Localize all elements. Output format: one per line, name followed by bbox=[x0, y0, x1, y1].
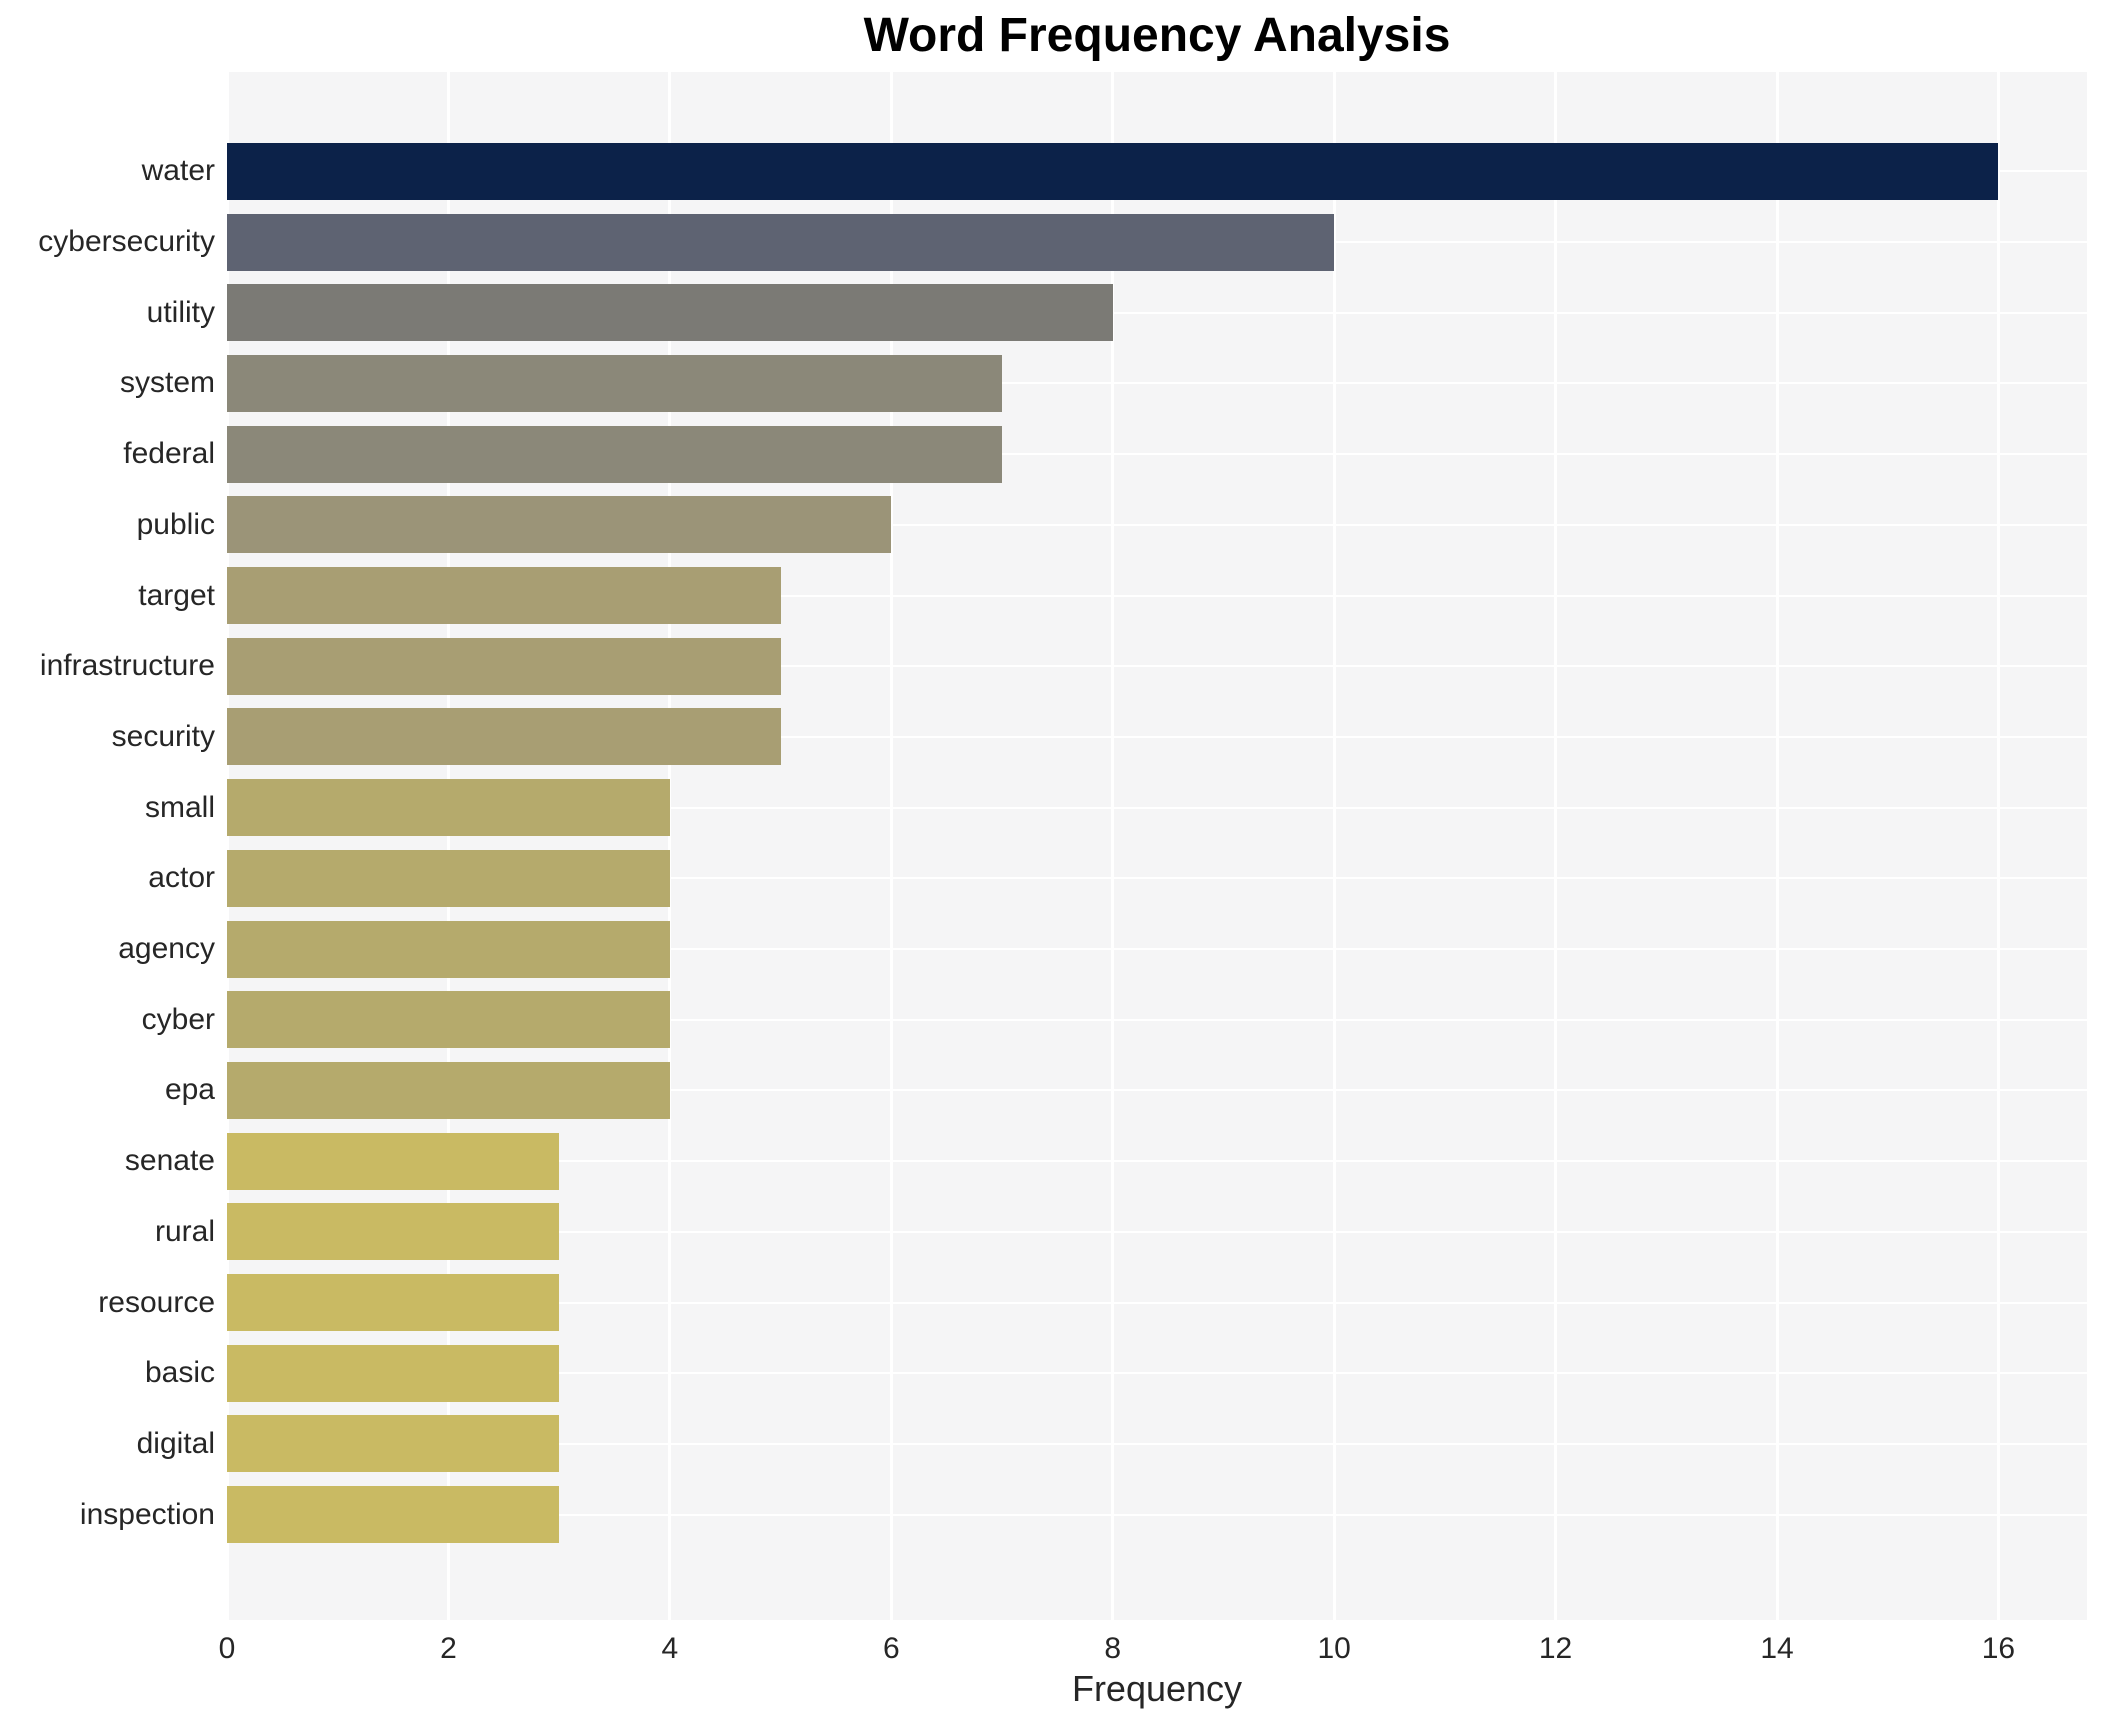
bar-utility bbox=[227, 284, 1113, 342]
gridline-horizontal bbox=[227, 1301, 2087, 1304]
y-tick-label-system: system bbox=[119, 366, 215, 400]
gridline-vertical bbox=[1332, 72, 1336, 1620]
gridline-horizontal bbox=[227, 665, 2087, 668]
gridline-horizontal bbox=[227, 735, 2087, 738]
bar-cyber bbox=[227, 991, 670, 1049]
gridline-horizontal bbox=[227, 1018, 2087, 1021]
bar-target bbox=[227, 567, 781, 625]
y-tick-label-target: target bbox=[138, 578, 215, 612]
y-tick-label-rural: rural bbox=[154, 1214, 215, 1248]
gridline-vertical bbox=[668, 72, 672, 1620]
y-tick-label-senate: senate bbox=[124, 1144, 215, 1178]
gridline-horizontal bbox=[227, 877, 2087, 880]
gridline-horizontal bbox=[227, 453, 2087, 456]
gridline-horizontal bbox=[227, 1513, 2087, 1516]
bar-rural bbox=[227, 1203, 560, 1261]
gridline-horizontal bbox=[227, 1160, 2087, 1163]
x-tick-label-0: 0 bbox=[218, 1632, 236, 1665]
gridline-vertical bbox=[446, 72, 450, 1620]
x-tick-label-14: 14 bbox=[1760, 1632, 1794, 1665]
bar-epa bbox=[227, 1061, 670, 1119]
gridline-horizontal bbox=[227, 1372, 2087, 1375]
gridline-horizontal bbox=[227, 1442, 2087, 1445]
y-tick-label-agency: agency bbox=[118, 932, 215, 966]
x-tick-label-4: 4 bbox=[661, 1632, 679, 1665]
y-tick-label-utility: utility bbox=[146, 295, 215, 329]
y-tick-label-cyber: cyber bbox=[141, 1002, 215, 1036]
y-tick-label-water: water bbox=[141, 154, 215, 188]
bar-inspection bbox=[227, 1486, 560, 1544]
gridline-vertical bbox=[1554, 72, 1558, 1620]
bar-federal bbox=[227, 425, 1002, 483]
bar-public bbox=[227, 496, 892, 554]
x-tick-label-6: 6 bbox=[882, 1632, 900, 1665]
gridline-horizontal bbox=[227, 806, 2087, 809]
bar-basic bbox=[227, 1344, 560, 1402]
bar-senate bbox=[227, 1132, 560, 1190]
x-axis-label: Frequency bbox=[1071, 1668, 1243, 1709]
y-tick-label-security: security bbox=[111, 719, 215, 753]
gridline-horizontal bbox=[227, 948, 2087, 951]
y-tick-label-infrastructure: infrastructure bbox=[39, 649, 215, 683]
x-tick-label-2: 2 bbox=[440, 1632, 457, 1665]
gridline-horizontal bbox=[227, 594, 2087, 597]
bar-cybersecurity bbox=[227, 213, 1335, 271]
y-tick-label-cybersecurity: cybersecurity bbox=[38, 225, 215, 259]
bar-digital bbox=[227, 1415, 560, 1473]
y-tick-label-epa: epa bbox=[164, 1073, 215, 1107]
bar-water bbox=[227, 142, 1999, 200]
gridline-vertical bbox=[225, 72, 229, 1620]
y-tick-label-federal: federal bbox=[123, 437, 215, 471]
y-tick-label-inspection: inspection bbox=[79, 1497, 215, 1531]
bar-agency bbox=[227, 920, 670, 978]
bar-infrastructure bbox=[227, 637, 781, 695]
x-tick-label-8: 8 bbox=[1104, 1632, 1122, 1665]
y-tick-label-basic: basic bbox=[144, 1356, 215, 1390]
x-tick-label-16: 16 bbox=[1981, 1632, 2016, 1665]
bar-small bbox=[227, 779, 670, 837]
x-tick-label-10: 10 bbox=[1317, 1632, 1351, 1665]
gridline-horizontal bbox=[227, 311, 2087, 314]
gridline-vertical bbox=[1775, 72, 1779, 1620]
bar-system bbox=[227, 354, 1002, 412]
gridline-horizontal bbox=[227, 1230, 2087, 1233]
y-tick-label-actor: actor bbox=[148, 861, 215, 895]
gridline-vertical bbox=[1111, 72, 1115, 1620]
y-tick-label-digital: digital bbox=[136, 1426, 215, 1460]
gridline-vertical bbox=[1996, 72, 2000, 1620]
bar-resource bbox=[227, 1274, 560, 1332]
y-tick-label-public: public bbox=[136, 507, 215, 541]
gridline-horizontal bbox=[227, 523, 2087, 526]
gridline-horizontal bbox=[227, 382, 2087, 385]
y-tick-label-resource: resource bbox=[98, 1285, 215, 1319]
y-tick-label-small: small bbox=[144, 790, 215, 824]
x-tick-label-12: 12 bbox=[1538, 1632, 1573, 1665]
plot-area bbox=[225, 72, 2087, 1620]
bar-security bbox=[227, 708, 781, 766]
gridline-vertical bbox=[889, 72, 893, 1620]
bar-actor bbox=[227, 849, 670, 907]
chart-title: Word Frequency Analysis bbox=[863, 9, 1451, 62]
gridline-horizontal bbox=[227, 1089, 2087, 1092]
